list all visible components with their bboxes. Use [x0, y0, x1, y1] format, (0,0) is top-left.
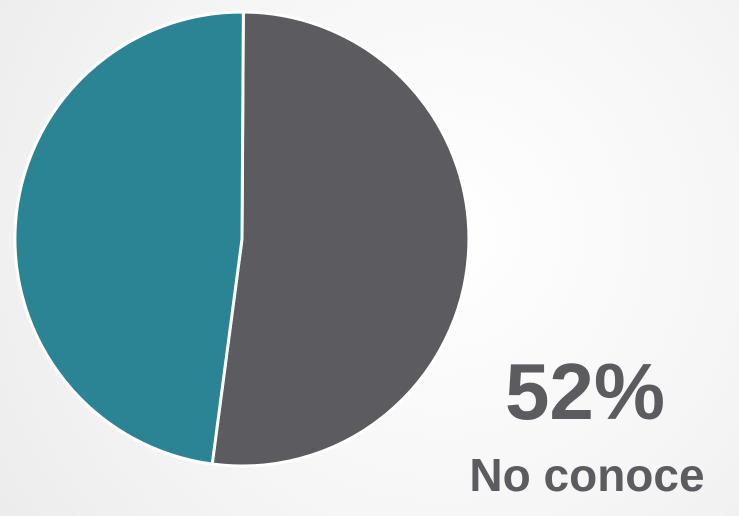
highlight-category-label: No conoce: [469, 449, 705, 501]
highlight-percent-label: 52%: [504, 347, 666, 436]
pie-slice-1: [210, 10, 471, 468]
pie-slice-2: [13, 10, 245, 466]
